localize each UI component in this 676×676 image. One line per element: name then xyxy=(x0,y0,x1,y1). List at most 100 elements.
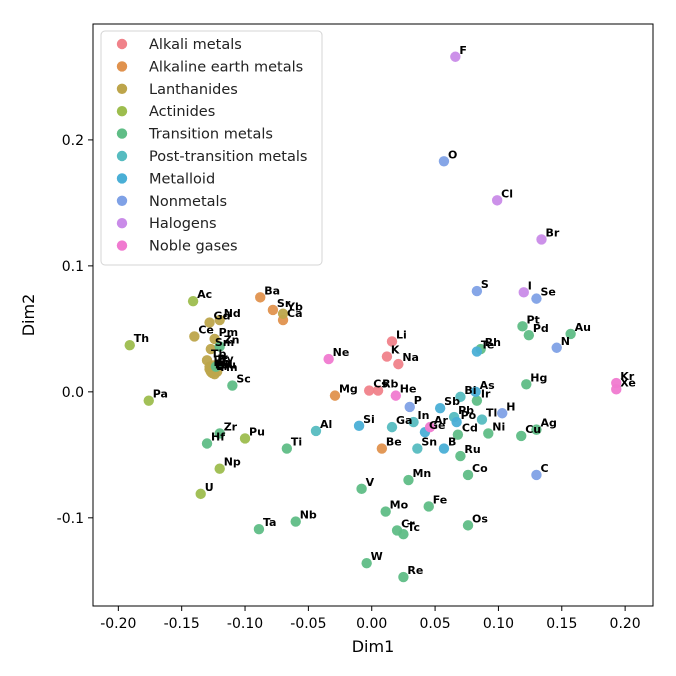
data-point xyxy=(531,293,542,304)
point-label: Zn xyxy=(224,333,240,346)
point-label: Te xyxy=(481,339,495,352)
legend-label: Post-transition metals xyxy=(149,149,307,165)
data-point xyxy=(398,571,409,583)
legend-marker xyxy=(116,106,128,117)
data-point xyxy=(451,416,462,428)
x-axis: -0.20 -0.15 -0.10 -0.05 0.00 0.05 0.10 0.15 0.20 xyxy=(100,606,641,632)
point-label: He xyxy=(400,383,417,396)
data-point xyxy=(381,351,393,362)
data-point xyxy=(277,308,289,319)
point-label: Ta xyxy=(263,516,277,529)
point-label: Fe xyxy=(433,493,448,506)
point-label: Al xyxy=(320,418,332,431)
data-point xyxy=(523,329,535,341)
point-label: Li xyxy=(396,328,407,341)
data-point xyxy=(390,390,402,401)
data-point xyxy=(452,429,464,440)
data-point xyxy=(404,401,415,413)
data-point xyxy=(361,557,372,569)
point-label: Nb xyxy=(300,509,317,522)
legend-marker xyxy=(116,195,128,206)
point-label: Y xyxy=(219,354,229,367)
point-label: Pt xyxy=(527,313,540,326)
legend-marker xyxy=(116,83,128,95)
point-label: Ti xyxy=(291,436,302,449)
legend-label: Nonmetals xyxy=(149,194,227,210)
x-tick-label: -0.05 xyxy=(290,616,326,632)
point-label: Br xyxy=(546,226,560,239)
data-point xyxy=(214,463,225,474)
data-point xyxy=(356,483,367,495)
data-points: LiNaKRbCsBeMgCaSrBaLaCePrNdPmSmEuGdTbDyH… xyxy=(124,44,636,583)
data-point xyxy=(471,395,483,406)
data-point xyxy=(497,408,508,419)
data-point xyxy=(471,285,483,297)
point-label: Np xyxy=(224,456,241,469)
data-point xyxy=(462,520,474,531)
x-tick-label: 0.20 xyxy=(610,616,641,632)
data-point xyxy=(255,292,266,303)
point-label: Kr xyxy=(620,370,635,383)
data-point xyxy=(491,195,503,206)
point-label: U xyxy=(205,481,214,494)
point-label: Sr xyxy=(277,297,291,310)
legend-marker xyxy=(116,38,128,50)
point-label: Tm xyxy=(219,361,238,374)
point-label: Er xyxy=(216,360,230,373)
point-label: Sc xyxy=(236,373,250,386)
point-label: Zr xyxy=(224,420,238,433)
point-label: Be xyxy=(386,436,402,449)
data-point xyxy=(521,379,532,390)
data-point xyxy=(214,341,225,352)
data-point xyxy=(516,430,527,442)
point-label: In xyxy=(418,409,430,422)
legend-label: Transition metals xyxy=(148,127,273,143)
point-label: N xyxy=(561,335,570,348)
point-label: Si xyxy=(363,413,375,426)
data-point xyxy=(423,501,434,512)
point-label: Os xyxy=(472,512,488,525)
point-label: Bi xyxy=(464,384,476,397)
point-label: Rb xyxy=(382,378,398,391)
x-tick-label: -0.10 xyxy=(227,616,263,632)
point-label: Po xyxy=(461,409,477,422)
legend-marker xyxy=(116,240,128,251)
legend-label: Metalloid xyxy=(149,171,215,187)
data-point xyxy=(290,516,301,527)
point-label: Tb xyxy=(211,347,227,360)
data-point xyxy=(380,506,391,517)
point-label: Ac xyxy=(197,288,212,301)
data-point xyxy=(536,234,547,245)
point-label: Mo xyxy=(390,499,409,512)
point-label: Pr xyxy=(214,354,228,367)
data-point xyxy=(408,416,419,428)
point-label: Sb xyxy=(444,395,460,408)
data-point xyxy=(483,428,494,439)
point-label: K xyxy=(391,344,400,357)
data-point xyxy=(438,156,450,167)
point-label: Th xyxy=(134,332,149,345)
legend-label: Lanthanides xyxy=(149,82,238,98)
point-label: Au xyxy=(575,321,591,334)
point-label: Rh xyxy=(485,336,501,349)
point-label: Ba xyxy=(264,284,280,297)
point-label: Lu xyxy=(221,359,236,372)
point-label: Hf xyxy=(211,430,225,443)
data-point xyxy=(281,443,293,454)
point-label: Ce xyxy=(198,323,214,336)
point-label: Cd xyxy=(462,422,478,435)
data-point xyxy=(376,443,388,454)
x-tick-label: -0.15 xyxy=(164,616,200,632)
point-label: Tc xyxy=(407,521,420,534)
data-point xyxy=(434,403,446,414)
point-label: Pm xyxy=(219,326,239,339)
legend: Alkali metals Alkaline earth metals Lantha… xyxy=(100,30,323,266)
data-point xyxy=(310,425,322,437)
data-point xyxy=(412,443,423,454)
point-label: Sm xyxy=(215,336,234,349)
point-label: Cl xyxy=(501,187,513,200)
point-label: I xyxy=(528,279,532,292)
point-label: Pa xyxy=(153,388,168,401)
y-tick-label: -0.1 xyxy=(57,511,84,527)
data-point xyxy=(462,469,474,481)
